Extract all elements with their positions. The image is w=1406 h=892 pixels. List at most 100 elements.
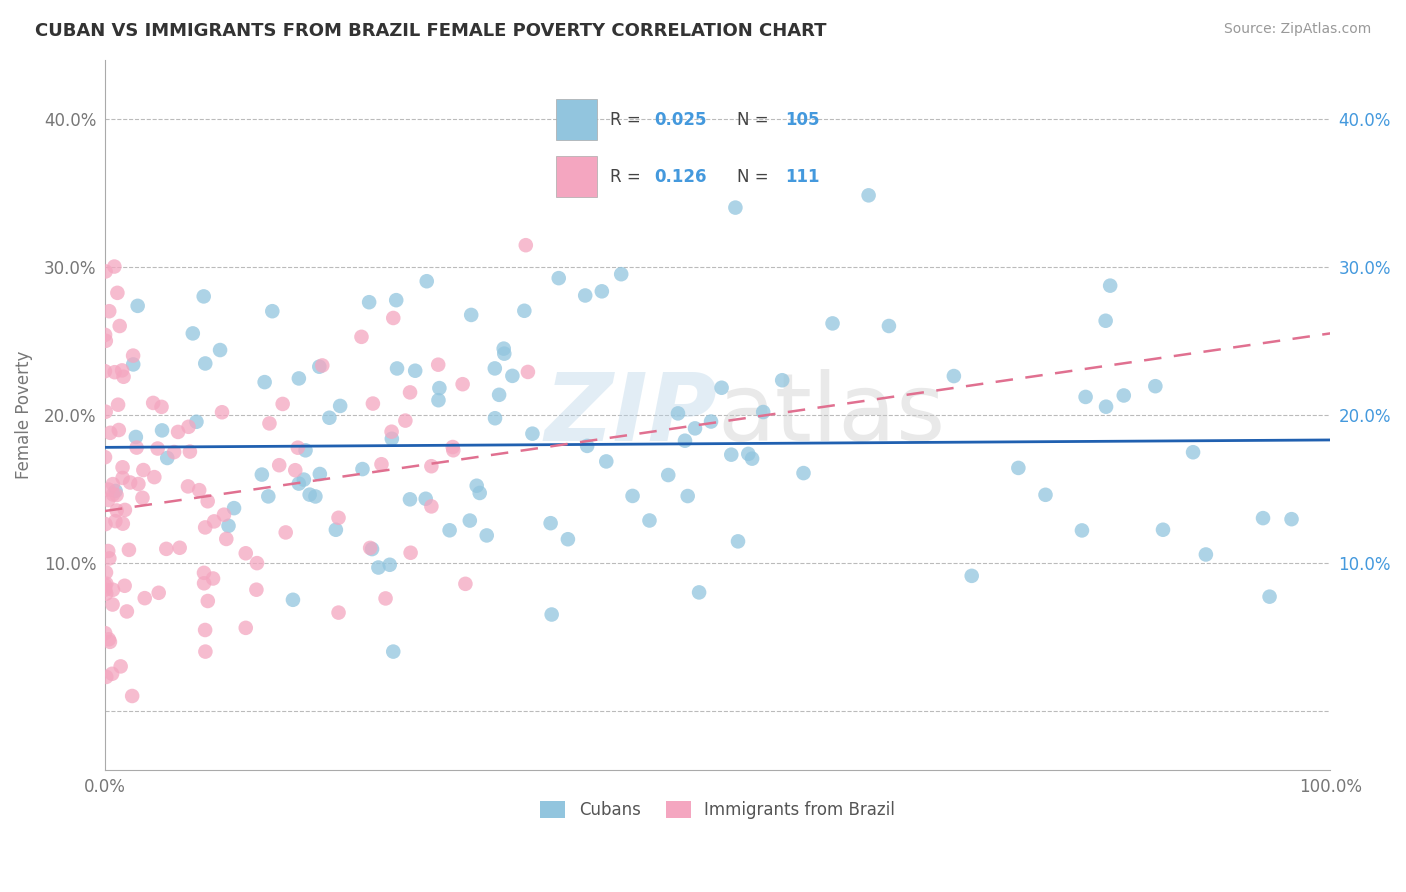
Point — [292, 473, 315, 487]
Point — [752, 405, 775, 419]
Point — [621, 489, 644, 503]
Point — [101, 598, 124, 612]
Point — [177, 479, 200, 493]
Text: Source: ZipAtlas.com: Source: ZipAtlas.com — [1223, 22, 1371, 37]
Point — [454, 577, 477, 591]
Point — [98, 425, 121, 440]
Point — [193, 289, 215, 303]
Point — [683, 421, 706, 435]
Point — [741, 451, 763, 466]
Point — [350, 330, 373, 344]
Point — [370, 457, 392, 471]
Point — [94, 582, 117, 597]
Point — [439, 523, 461, 537]
Point — [1182, 445, 1205, 459]
Point — [416, 274, 439, 288]
Point — [105, 488, 128, 502]
Point — [458, 514, 481, 528]
Point — [420, 500, 443, 514]
Point — [494, 346, 516, 360]
Point — [111, 363, 134, 377]
Point — [94, 517, 117, 532]
Point — [492, 342, 515, 356]
Point — [724, 201, 747, 215]
Point — [361, 396, 384, 410]
Point — [328, 606, 350, 620]
Point — [131, 491, 153, 505]
Point — [107, 423, 129, 437]
Point — [465, 479, 488, 493]
Point — [501, 368, 523, 383]
Point — [516, 365, 538, 379]
Point — [271, 397, 294, 411]
Point — [101, 666, 124, 681]
Point — [420, 459, 443, 474]
Point — [107, 398, 129, 412]
Point — [385, 361, 408, 376]
Point — [287, 441, 309, 455]
Point — [547, 271, 569, 285]
Point — [1099, 278, 1122, 293]
Point — [94, 327, 117, 342]
Point — [460, 308, 482, 322]
Point — [475, 528, 498, 542]
Point — [673, 434, 696, 448]
Point — [1195, 548, 1218, 562]
Point — [110, 659, 132, 673]
Point — [1007, 461, 1029, 475]
Point — [94, 405, 117, 419]
Point — [638, 514, 661, 528]
Point — [94, 334, 117, 348]
Point — [125, 430, 148, 444]
Point — [257, 490, 280, 504]
Point — [727, 534, 749, 549]
Point — [142, 396, 165, 410]
Point — [193, 566, 215, 580]
Point — [101, 582, 124, 597]
Point — [281, 592, 304, 607]
Point — [103, 260, 125, 274]
Point — [181, 326, 204, 341]
Point — [488, 388, 510, 402]
Point — [325, 523, 347, 537]
Point — [114, 579, 136, 593]
Point — [361, 542, 384, 557]
Point — [202, 572, 225, 586]
Point — [211, 405, 233, 419]
Point — [591, 285, 613, 299]
Point — [269, 458, 291, 473]
Point — [858, 188, 880, 202]
Point — [186, 415, 208, 429]
Point — [111, 471, 134, 485]
Point — [522, 426, 544, 441]
Point — [429, 381, 451, 395]
Point — [96, 576, 118, 591]
Point — [250, 467, 273, 482]
Point — [676, 489, 699, 503]
Point — [359, 295, 381, 310]
Point — [1281, 512, 1303, 526]
Point — [328, 510, 350, 524]
Point — [367, 560, 389, 574]
Point — [94, 578, 117, 592]
Point — [218, 518, 240, 533]
Point — [101, 477, 124, 491]
Point — [374, 591, 396, 606]
Point — [97, 544, 120, 558]
Point — [96, 587, 118, 601]
Point — [1094, 314, 1116, 328]
Point — [111, 460, 134, 475]
Point — [557, 533, 579, 547]
Point — [352, 462, 374, 476]
Point — [94, 626, 117, 640]
Point — [150, 423, 173, 437]
Point — [246, 556, 269, 570]
Point — [1035, 488, 1057, 502]
Point — [104, 483, 127, 498]
Point — [235, 546, 257, 560]
Point — [98, 304, 121, 318]
Point — [120, 475, 142, 490]
Point — [468, 486, 491, 500]
Point — [197, 494, 219, 508]
Point — [104, 514, 127, 528]
